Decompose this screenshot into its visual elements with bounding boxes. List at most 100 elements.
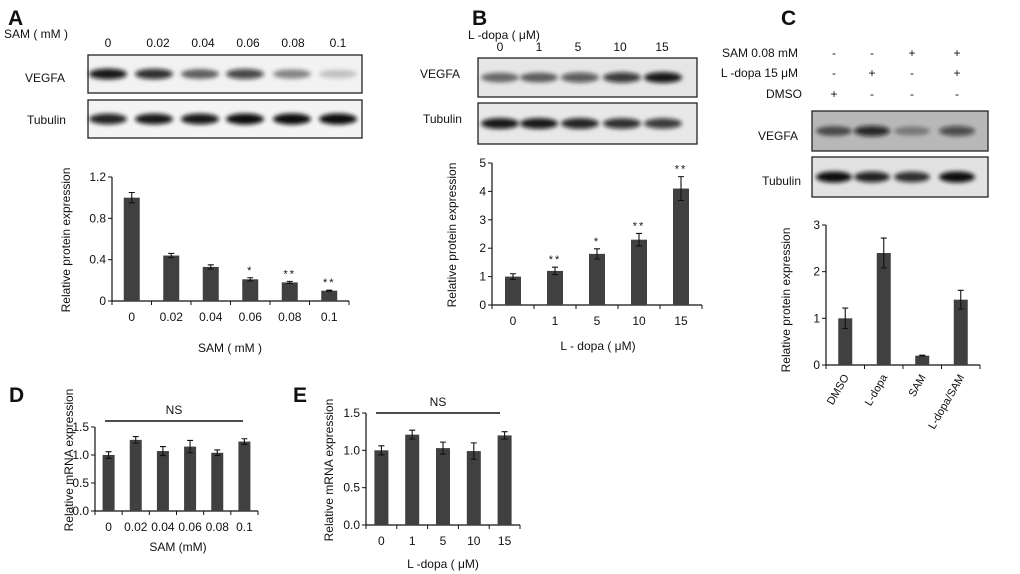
panel-e-letter: E — [293, 384, 307, 407]
x-tick-label: 10 — [467, 534, 481, 548]
y-tick-label: 2 — [813, 265, 820, 279]
lane-label: 1 — [536, 40, 543, 54]
condition-sign: - — [870, 87, 874, 101]
error-bar — [207, 264, 214, 270]
error-bar — [247, 277, 254, 282]
bar — [466, 451, 481, 525]
protein-band — [644, 118, 682, 129]
error-bar — [636, 232, 642, 247]
panel-a-letter: A — [8, 7, 23, 30]
x-tick-label: 0 — [105, 520, 112, 534]
tubulin-blot-image — [87, 99, 363, 139]
bar — [953, 299, 968, 365]
protein-band — [181, 69, 219, 79]
x-tick-label: 0.08 — [278, 310, 302, 324]
x-tick-label: 5 — [594, 314, 601, 328]
error-bar — [409, 429, 416, 440]
bar — [547, 270, 563, 305]
significance-mark: ** — [283, 268, 296, 280]
protein-band — [273, 113, 311, 125]
blot-a-tubulin-label: Tubulin — [27, 113, 66, 127]
error-bar — [105, 451, 112, 459]
significance-label: NS — [166, 403, 183, 417]
x-axis-label: SAM ( mM ) — [198, 341, 262, 355]
error-bar — [880, 237, 887, 269]
error-bar — [552, 266, 558, 276]
protein-band — [603, 72, 641, 83]
condition-sign: - — [955, 87, 959, 101]
condition-label: DMSO — [766, 87, 802, 101]
protein-band — [520, 118, 558, 129]
y-tick-label: 1 — [813, 311, 820, 325]
protein-band — [644, 72, 682, 83]
y-axis-label: Relative protein expression — [59, 168, 73, 313]
protein-band — [894, 171, 930, 183]
error-bar — [241, 438, 248, 445]
x-axis-label: L -dopa ( μM) — [407, 557, 479, 571]
lane-label: 0.08 — [281, 36, 305, 50]
bar — [156, 451, 169, 511]
significance-mark: ** — [323, 277, 336, 289]
error-bar — [159, 446, 166, 457]
bar — [129, 439, 142, 511]
panel-c-letter: C — [781, 7, 796, 30]
significance-mark: ** — [675, 164, 688, 176]
blot-b-vegfa-label: VEGFA — [420, 67, 460, 81]
x-tick-label: 10 — [632, 314, 646, 328]
x-tick-label: DMSO — [825, 372, 852, 407]
panel-b-letter: B — [472, 7, 487, 30]
bar — [631, 239, 647, 305]
lane-label: 15 — [655, 40, 669, 54]
error-bar — [842, 307, 849, 330]
protein-band — [520, 72, 558, 83]
significance-mark: * — [247, 265, 253, 277]
x-tick-label: 0.04 — [199, 310, 223, 324]
bar — [876, 253, 891, 365]
error-bar — [510, 273, 516, 280]
panel-a-treatment-label: SAM ( mM ) — [4, 27, 68, 41]
y-tick-label: 0.5 — [72, 476, 89, 490]
y-axis-label: Relative protein expression — [779, 228, 793, 373]
significance-mark: * — [594, 236, 600, 248]
bar — [281, 282, 298, 301]
y-tick-label: 0 — [813, 358, 820, 372]
x-axis-label: L - dopa ( μM) — [560, 339, 635, 353]
protein-band — [481, 118, 519, 129]
y-tick-label: 0 — [99, 294, 106, 308]
lane-label: 0.04 — [191, 36, 215, 50]
bar — [238, 441, 251, 511]
bar — [436, 448, 450, 525]
condition-sign: - — [910, 66, 914, 80]
y-axis-label: Relative mRNA expression — [322, 399, 336, 542]
protein-band — [319, 69, 357, 79]
lane-label: 0 — [497, 40, 504, 54]
y-tick-label: 0.4 — [89, 253, 106, 267]
y-tick-label: 1.0 — [343, 443, 360, 457]
blot-c-vegfa-label: VEGFA — [758, 129, 798, 143]
error-bar — [678, 176, 684, 202]
y-axis-label: Relative mRNA expression — [62, 389, 76, 532]
error-bar — [957, 289, 964, 310]
error-bar — [168, 252, 175, 259]
lane-label: 0 — [105, 36, 112, 50]
error-bar — [919, 354, 926, 357]
bar — [497, 435, 512, 525]
x-tick-label: 0.02 — [160, 310, 184, 324]
x-axis-label: SAM (mM) — [149, 540, 206, 554]
protein-band — [561, 72, 599, 83]
protein-band — [135, 68, 173, 80]
x-tick-label: 5 — [440, 534, 447, 548]
protein-band — [319, 113, 357, 125]
x-tick-label: L-dopa — [863, 372, 891, 408]
y-tick-label: 3 — [479, 213, 486, 227]
bar — [184, 446, 197, 511]
y-tick-label: 3 — [813, 218, 820, 232]
error-bar — [187, 439, 194, 454]
x-tick-label: SAM — [907, 373, 929, 400]
condition-sign: - — [870, 46, 874, 60]
protein-band — [894, 126, 930, 136]
x-tick-label: 0 — [378, 534, 385, 548]
x-tick-label: 0.08 — [206, 520, 230, 534]
condition-sign: + — [953, 66, 960, 80]
